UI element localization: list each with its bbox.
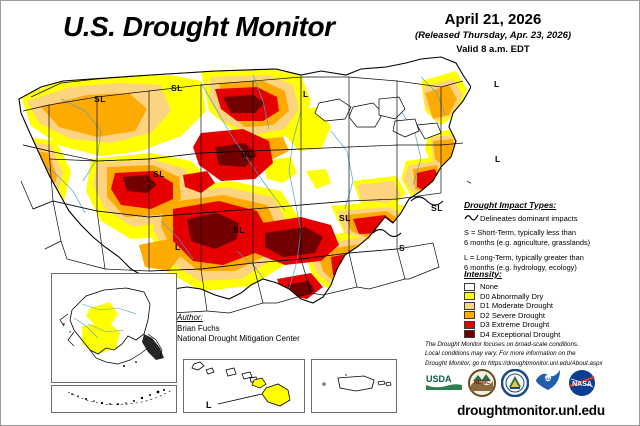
nasa-logo[interactable]: NASA (567, 369, 597, 402)
author-affiliation: National Drought Mitigation Center (177, 334, 300, 343)
intensity-row-d2: D2 Severe Drought (464, 311, 639, 320)
intensity-swatch (464, 330, 475, 338)
intensity-row-d4: D4 Exceptional Drought (464, 330, 639, 339)
long-term-description: L = Long-Term, typically greater than 6 … (464, 253, 639, 273)
short-term-description: S = Short-Term, typically less than 6 mo… (464, 228, 639, 248)
noaa-logo[interactable]: NOAA (534, 369, 562, 402)
author-heading: Author: (177, 313, 203, 322)
intensity-label: D0 Abnormally Dry (480, 291, 544, 301)
author-name: Brian Fuchs (177, 323, 220, 333)
disclaimer-line3: Drought Monitor, go to https://droughtmo… (425, 359, 603, 367)
usda-seal-logo[interactable] (500, 368, 530, 402)
map-date: April 21, 2026 (444, 11, 542, 28)
intensity-legend: Intensity: None D0 Abnormally Dry D1 Moder… (464, 269, 639, 339)
conus-map (1, 41, 471, 341)
disclaimer-line2: Local conditions may vary. For more info… (425, 350, 576, 358)
aleutians-inset (51, 385, 177, 413)
website-url[interactable]: droughtmonitor.unl.edu (457, 403, 605, 418)
svg-text:NDMC: NDMC (474, 380, 491, 386)
long-term-line2: 6 months (e.g. hydrology, ecology) (464, 262, 577, 272)
intensity-label: D3 Extreme Drought (480, 320, 550, 329)
intensity-row-d1: D1 Moderate Drought (464, 301, 639, 310)
partner-logos: USDA NDMC (425, 368, 637, 402)
long-term-line1: L = Long-Term, typically greater than (464, 252, 584, 262)
disclaimer-line1: The Drought Monitor focuses on broad-sca… (425, 341, 579, 348)
short-term-line2: 6 months (e.g. agriculture, grasslands) (464, 237, 591, 247)
release-date: (Released Thursday, Apr. 23, 2026) (414, 30, 572, 41)
svg-text:USDA: USDA (426, 374, 452, 384)
squiggle-icon (464, 213, 480, 223)
author-block: Author: Brian Fuchs National Drought Mit… (177, 313, 300, 343)
delineates-label: Delineates dominant impacts (480, 214, 578, 223)
intensity-swatch (464, 320, 475, 329)
page-title: U.S. Drought Monitor (63, 11, 335, 42)
impact-legend-heading: Drought Impact Types: (464, 200, 557, 210)
short-term-line1: S = Short-Term, typically less than (464, 228, 576, 237)
intensity-row-none: None (464, 282, 639, 291)
intensity-label: D4 Exceptional Drought (480, 329, 561, 339)
intensity-swatch (464, 311, 475, 319)
delineates-row: Delineates dominant impacts (464, 214, 639, 223)
ndmc-logo[interactable]: NDMC (468, 368, 496, 402)
intensity-label: D1 Moderate Drought (480, 301, 554, 310)
disclaimer: The Drought Monitor focuses on broad-sca… (425, 340, 637, 368)
intensity-legend-heading: Intensity: (464, 269, 502, 279)
intensity-swatch (464, 301, 475, 310)
valid-time: Valid 8 a.m. EDT (456, 44, 530, 55)
usda-logo[interactable]: USDA (425, 370, 463, 401)
intensity-row-d0: D0 Abnormally Dry (464, 292, 639, 301)
svg-text:NASA: NASA (572, 381, 592, 388)
intensity-label: None (480, 282, 499, 291)
svg-text:L: L (206, 400, 212, 410)
puerto-rico-inset (311, 359, 397, 413)
intensity-row-d3: D3 Extreme Drought (464, 320, 639, 329)
hawaii-inset: L (183, 359, 305, 413)
intensity-swatch (464, 292, 475, 300)
intensity-label: D2 Severe Drought (480, 310, 546, 320)
alaska-inset (51, 273, 177, 383)
map-label-maine: L (494, 79, 500, 89)
map-label-mid-atlantic: L (495, 154, 501, 164)
drought-impact-legend: Drought Impact Types: Delineates dominan… (464, 200, 639, 273)
date-block: April 21, 2026 (Released Thursday, Apr. … (393, 11, 593, 55)
svg-text:NOAA: NOAA (543, 377, 554, 381)
intensity-swatch (464, 282, 475, 291)
